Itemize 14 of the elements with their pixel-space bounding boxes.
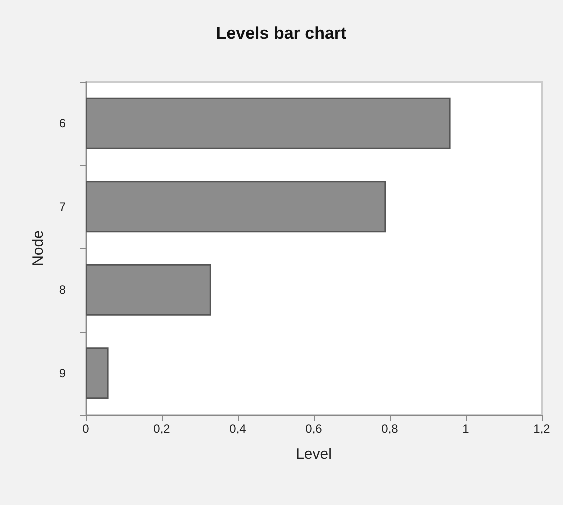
x-tick-label: 0 bbox=[82, 422, 90, 436]
chart-title: Levels bar chart bbox=[216, 24, 348, 43]
y-tick-label: 8 bbox=[59, 283, 66, 298]
x-tick-label: 0,2 bbox=[154, 422, 171, 436]
y-tick-label: 9 bbox=[59, 366, 66, 380]
y-tick-label: 7 bbox=[59, 200, 66, 214]
x-tick-label: 1,2 bbox=[534, 422, 551, 436]
x-tick-label: 0,6 bbox=[306, 422, 323, 436]
x-tick-label: 0,4 bbox=[230, 422, 247, 436]
y-tick-label: 6 bbox=[59, 116, 66, 131]
x-axis-title: Level bbox=[296, 446, 332, 463]
x-tick-label: 1 bbox=[462, 422, 470, 436]
y-axis-title: Node bbox=[30, 230, 47, 266]
x-tick-label: 0,8 bbox=[382, 422, 399, 436]
